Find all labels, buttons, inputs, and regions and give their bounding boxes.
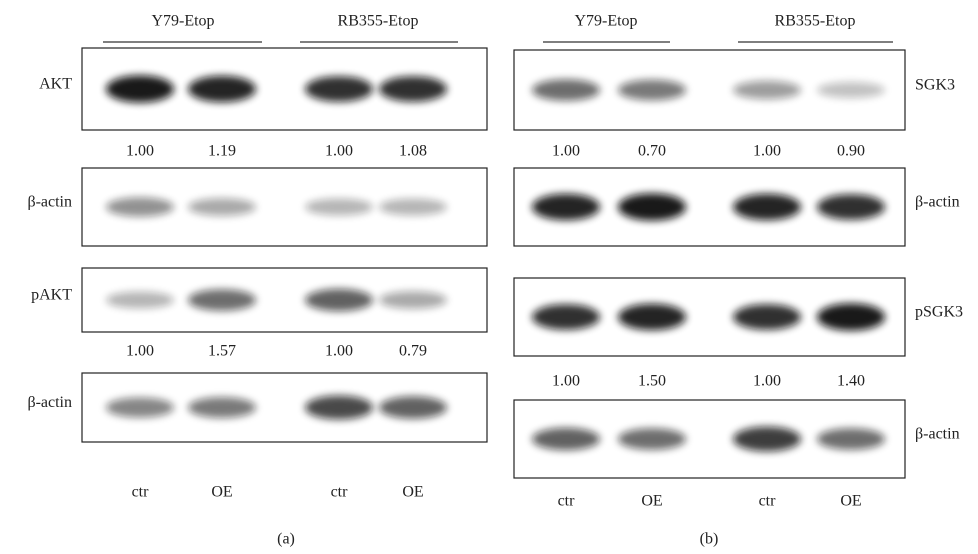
blot-label: pSGK3 [915, 304, 963, 321]
band [188, 76, 256, 102]
quantification: 0.70 [638, 143, 666, 160]
blot-label: pAKT [31, 287, 72, 304]
panel-caption: (b) [700, 531, 719, 548]
band [733, 81, 801, 99]
band [532, 304, 600, 330]
quantification: 0.90 [837, 143, 865, 160]
panel-caption: (a) [277, 531, 295, 548]
band [106, 398, 174, 418]
quantification: 1.00 [325, 343, 353, 360]
band [532, 79, 600, 101]
band [379, 76, 447, 102]
lane-label: OE [840, 493, 861, 510]
quantification: 1.00 [552, 373, 580, 390]
band [305, 289, 373, 311]
band [817, 194, 885, 220]
quantification: 1.50 [638, 373, 666, 390]
band [817, 428, 885, 450]
quantification: 1.00 [325, 143, 353, 160]
band [188, 289, 256, 311]
band [188, 198, 256, 216]
lane-label: ctr [331, 484, 349, 501]
band [305, 76, 373, 102]
band [106, 197, 174, 216]
band [379, 199, 447, 216]
group-label: Y79-Etop [151, 13, 214, 30]
band [733, 194, 801, 220]
band [532, 194, 600, 220]
band [106, 292, 174, 309]
band [733, 427, 801, 452]
quantification: 1.00 [126, 143, 154, 160]
band [817, 303, 885, 330]
lane-label: OE [211, 484, 232, 501]
band [532, 428, 600, 450]
band [305, 199, 373, 216]
band [379, 291, 447, 309]
band [618, 80, 686, 101]
blot-label: AKT [39, 76, 72, 93]
band [188, 397, 256, 418]
group-label: RB355-Etop [338, 13, 419, 30]
quantification: 1.19 [208, 143, 236, 160]
quantification: 1.00 [753, 373, 781, 390]
band [106, 75, 174, 102]
lane-label: OE [402, 484, 423, 501]
lane-label: ctr [132, 484, 150, 501]
quantification: 0.79 [399, 343, 427, 360]
band [618, 428, 686, 450]
quantification: 1.08 [399, 143, 427, 160]
group-label: RB355-Etop [775, 13, 856, 30]
quantification: 1.57 [208, 343, 236, 360]
band [618, 193, 686, 220]
band [618, 304, 686, 330]
blot-label: β-actin [915, 194, 960, 211]
lane-label: ctr [759, 493, 777, 510]
band [817, 82, 885, 98]
band [733, 304, 801, 330]
blot-label: β-actin [27, 394, 72, 411]
blot-label: β-actin [27, 194, 72, 211]
blot-label: β-actin [915, 426, 960, 443]
blot-label: SGK3 [915, 77, 955, 94]
quantification: 1.00 [552, 143, 580, 160]
lane-label: ctr [558, 493, 576, 510]
quantification: 1.00 [753, 143, 781, 160]
quantification: 1.00 [126, 343, 154, 360]
band [305, 396, 373, 420]
figure: Y79-Etop RB355-Etop AKT 1.00 1.19 1.00 1.08 β-a… [0, 0, 978, 554]
lane-label: OE [641, 493, 662, 510]
quantification: 1.40 [837, 373, 865, 390]
band [379, 396, 447, 418]
group-label: Y79-Etop [574, 13, 637, 30]
